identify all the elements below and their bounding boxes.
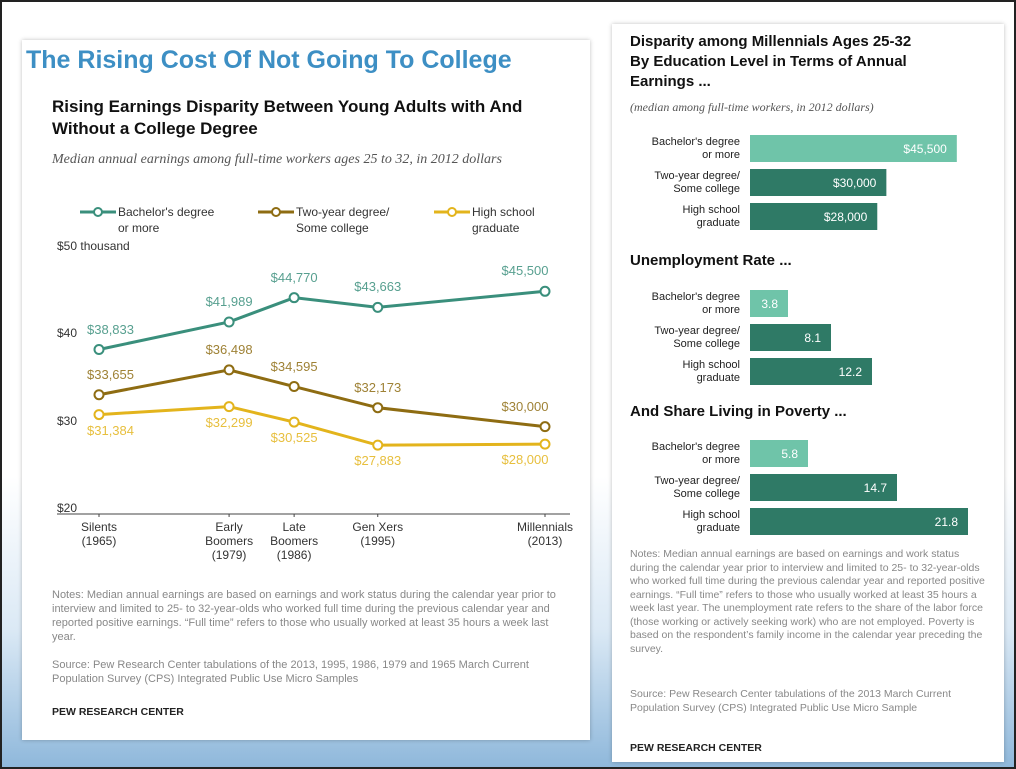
- data-label: $45,500: [501, 263, 549, 279]
- data-label: $30,000: [832, 176, 877, 190]
- chart-title: Disparity among Millennials Ages 25-32 B…: [630, 33, 912, 90]
- category-label: Two-year degree/ Some college: [654, 325, 740, 350]
- bar: [750, 508, 968, 535]
- data-label: 21.8: [934, 515, 958, 529]
- y-tick-label: $30: [57, 413, 78, 428]
- chart-title: Unemployment Rate ...: [630, 252, 792, 269]
- x-tick-label: Gen Xers (1995): [352, 520, 404, 548]
- legend-marker: [93, 207, 103, 217]
- chart-subtitle: Median annual earnings among full-time w…: [52, 152, 502, 167]
- data-label: 8.1: [804, 331, 821, 345]
- category-label: High school graduate: [682, 359, 740, 384]
- point: [223, 364, 235, 376]
- point: [372, 439, 384, 451]
- point: [223, 316, 235, 328]
- point: [93, 409, 105, 421]
- data-label: 3.8: [761, 297, 778, 311]
- data-label: $28,000: [501, 452, 549, 468]
- bar: [750, 474, 897, 501]
- data-label: $27,883: [354, 453, 402, 469]
- category-label: Bachelor's degree or more: [651, 441, 740, 466]
- data-label: 5.8: [781, 447, 798, 461]
- credit: PEW RESEARCH CENTER: [630, 742, 762, 754]
- point: [93, 389, 105, 401]
- source: Source: Pew Research Center tabulations …: [52, 659, 529, 685]
- point: [288, 292, 300, 304]
- series-line: [98, 289, 546, 351]
- series-line: [98, 368, 546, 429]
- category-label: Two-year degree/ Some college: [654, 475, 740, 500]
- data-label: $28,000: [823, 210, 868, 224]
- x-tick-label: Early Boomers (1979): [205, 520, 254, 562]
- chart-title: And Share Living in Poverty ...: [630, 403, 847, 420]
- data-label: 14.7: [863, 481, 887, 495]
- point: [288, 416, 300, 428]
- point: [372, 402, 384, 414]
- data-label: $41,989: [205, 293, 253, 309]
- point: [539, 438, 551, 450]
- y-tick-label: $40: [57, 326, 78, 341]
- category-label: Bachelor's degree or more: [651, 291, 740, 316]
- legend-label: Bachelor's degree or more: [118, 205, 215, 235]
- data-label: $36,498: [205, 341, 253, 357]
- slide-title: The Rising Cost Of Not Going To College: [26, 46, 512, 74]
- category-label: Two-year degree/ Some college: [654, 170, 740, 195]
- point: [288, 381, 300, 393]
- data-label: $38,833: [87, 321, 134, 337]
- category-label: High school graduate: [682, 509, 740, 534]
- point: [223, 401, 235, 413]
- y-tick-label: $50 thousand: [57, 239, 130, 253]
- point: [372, 301, 384, 313]
- bar: [750, 135, 957, 162]
- bar: [750, 440, 808, 467]
- y-tick-label: $20: [57, 501, 78, 515]
- bar: [750, 203, 878, 230]
- x-tick-label: Late Boomers (1986): [270, 520, 319, 562]
- data-label: $34,595: [270, 358, 318, 374]
- legend-label: High school graduate: [472, 205, 535, 235]
- credit: PEW RESEARCH CENTER: [52, 706, 184, 718]
- data-label: $32,173: [354, 379, 402, 395]
- point: [93, 344, 105, 356]
- chart-subtitle: (median among full-time workers, in 2012…: [630, 100, 874, 114]
- data-label: $30,525: [270, 430, 318, 446]
- data-label: $44,770: [270, 269, 318, 285]
- data-label: 12.2: [838, 365, 862, 379]
- data-label: $30,000: [501, 398, 549, 414]
- source: Source: Pew Research Center tabulations …: [630, 688, 952, 714]
- data-label: $43,663: [354, 279, 402, 295]
- notes: Notes: Median annual earnings are based …: [630, 548, 985, 655]
- legend-marker: [447, 207, 457, 217]
- data-label: $32,299: [205, 414, 253, 430]
- bar: [750, 324, 831, 351]
- point: [539, 421, 551, 433]
- category-label: Bachelor's degree or more: [651, 136, 740, 161]
- bar: [750, 358, 872, 385]
- notes: Notes: Median annual earnings are based …: [52, 589, 556, 643]
- category-label: High school graduate: [682, 204, 740, 229]
- bar: [750, 290, 788, 317]
- chart-title: Rising Earnings Disparity Between Young …: [52, 97, 523, 138]
- bar: [750, 169, 887, 196]
- legend-marker: [271, 207, 281, 217]
- data-label: $31,384: [87, 422, 134, 438]
- data-label: $33,655: [87, 366, 134, 382]
- point: [539, 285, 551, 297]
- legend-label: Two-year degree/ Some college: [296, 205, 390, 235]
- x-tick-label: Silents (1965): [80, 520, 118, 548]
- x-tick-label: Millennials (2013): [516, 520, 574, 548]
- data-label: $45,500: [903, 142, 947, 156]
